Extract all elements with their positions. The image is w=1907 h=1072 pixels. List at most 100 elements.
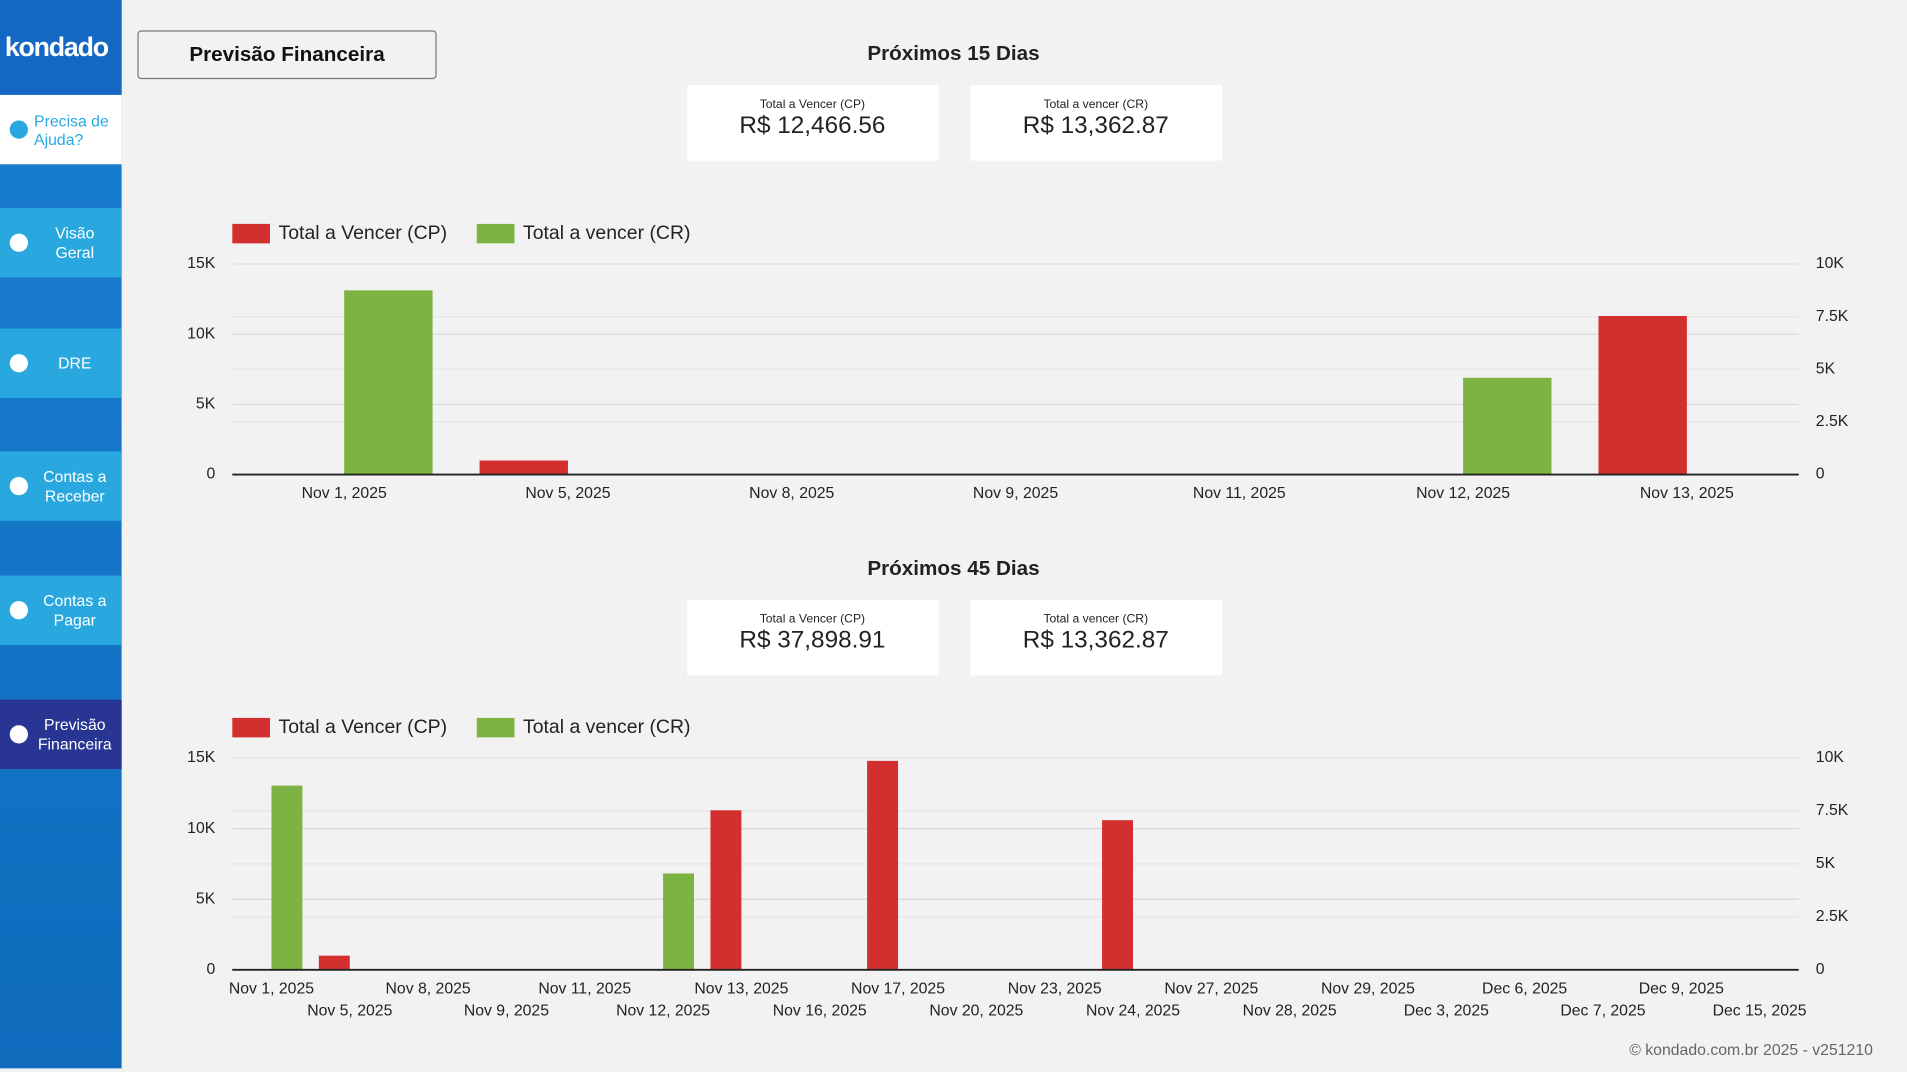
chart-title: Próximos 45 Dias	[867, 557, 1039, 580]
bar	[271, 785, 303, 970]
bar	[867, 760, 899, 970]
icon	[9, 725, 28, 744]
help-link[interactable]: Precisa de Ajuda?	[0, 94, 122, 165]
bar	[318, 955, 350, 970]
legend-swatch	[476, 717, 515, 738]
kpi-label: Total a Vencer (CP)	[760, 97, 865, 111]
x-tick-label: Nov 5, 2025	[525, 485, 610, 502]
icon	[9, 233, 28, 252]
kpi-label: Total a Vencer (CP)	[760, 612, 865, 626]
legend-swatch	[232, 717, 270, 738]
kpi-card	[687, 85, 939, 161]
menu-label[interactable]: Previsão Financeira	[37, 714, 112, 753]
legend-label: Total a vencer (CR)	[523, 222, 691, 244]
x-tick-label: Nov 1, 2025	[229, 980, 314, 997]
kpi-label: Total a vencer (CR)	[1043, 612, 1148, 626]
x-tick-label: Nov 8, 2025	[386, 980, 471, 997]
x-tick-label: Nov 8, 2025	[749, 485, 834, 502]
x-tick-label: Nov 13, 2025	[1640, 485, 1734, 502]
y-tick-label: 5K	[196, 890, 216, 907]
x-tick-label: Nov 5, 2025	[307, 1002, 392, 1019]
bar	[1102, 820, 1134, 970]
kpi-value: R$ 13,362.87	[1023, 112, 1169, 139]
legend-label: Total a vencer (CR)	[523, 716, 691, 738]
x-tick-label: Nov 24, 2025	[1086, 1002, 1180, 1019]
y2-tick-label: 10K	[1816, 255, 1845, 272]
y2-tick-label: 7.5K	[1816, 802, 1849, 819]
bar	[1463, 377, 1552, 475]
y-tick-label: 0	[206, 466, 215, 483]
x-tick-label: Nov 28, 2025	[1243, 1002, 1337, 1019]
x-tick-label: Dec 6, 2025	[1482, 980, 1567, 997]
y2-tick-label: 2.5K	[1816, 413, 1849, 430]
legend-label: Total a Vencer (CP)	[279, 716, 448, 738]
page-title[interactable]: Previsão Financeira	[137, 30, 437, 80]
menu-item[interactable]: Visão Geral	[0, 208, 122, 278]
menu-item[interactable]: Contas a Pagar	[0, 575, 122, 645]
x-tick-label: Nov 27, 2025	[1164, 980, 1258, 997]
x-tick-label: Nov 23, 2025	[1008, 980, 1102, 997]
y2-tick-label: 10K	[1816, 749, 1845, 766]
y2-tick-label: 5K	[1816, 360, 1836, 377]
x-tick-label: Nov 1, 2025	[302, 485, 387, 502]
kpi-value: R$ 12,466.56	[739, 112, 885, 139]
bar	[663, 873, 695, 970]
kpi-value: R$ 37,898.91	[739, 627, 885, 654]
x-tick-label: Dec 9, 2025	[1639, 980, 1724, 997]
x-tick-label: Nov 9, 2025	[464, 1002, 549, 1019]
x-tick-label: Nov 9, 2025	[973, 485, 1058, 502]
logo[interactable]: kondado	[0, 0, 122, 95]
x-tick-label: Nov 13, 2025	[694, 980, 788, 997]
bar	[710, 810, 742, 970]
x-tick-label: Nov 12, 2025	[1416, 485, 1510, 502]
menu-item[interactable]: Contas a Receber	[0, 451, 122, 521]
chart-title: Próximos 15 Dias	[867, 42, 1039, 65]
menu-item[interactable]: Previsão Financeira	[0, 699, 122, 770]
x-tick-label: Nov 16, 2025	[773, 1002, 867, 1019]
x-tick-label: Dec 15, 2025	[1713, 1002, 1807, 1019]
kpi-card	[970, 599, 1223, 676]
icon	[9, 354, 28, 373]
menu-label[interactable]: DRE	[58, 353, 92, 372]
bar	[479, 460, 568, 475]
x-tick-label: Nov 17, 2025	[851, 980, 945, 997]
y2-tick-label: 5K	[1816, 855, 1836, 872]
menu-label[interactable]: Contas a Receber	[43, 466, 107, 505]
y2-tick-label: 0	[1816, 466, 1825, 483]
kpi-card	[687, 599, 939, 676]
menu-label[interactable]: Contas a Pagar	[43, 590, 107, 629]
y2-tick-label: 0	[1816, 961, 1825, 978]
bar	[1598, 315, 1687, 475]
x-tick-label: Nov 11, 2025	[538, 980, 631, 997]
kpi-card	[970, 85, 1223, 161]
bar	[344, 290, 433, 475]
kpi-value: R$ 13,362.87	[1023, 627, 1169, 654]
y2-tick-label: 2.5K	[1816, 908, 1849, 925]
footer: © kondado.com.br 2025 - v251210	[1629, 1040, 1873, 1059]
x-tick-label: Dec 7, 2025	[1560, 1002, 1645, 1019]
menu-item[interactable]: DRE	[0, 328, 122, 398]
y-tick-label: 15K	[187, 749, 216, 766]
y-tick-label: 15K	[187, 255, 216, 272]
y-tick-label: 5K	[196, 396, 216, 413]
icon	[9, 476, 28, 496]
menu-label[interactable]: Visão Geral	[55, 223, 95, 262]
x-tick-label: Nov 11, 2025	[1193, 485, 1286, 502]
y-tick-label: 10K	[187, 820, 216, 837]
y2-tick-label: 7.5K	[1816, 308, 1849, 325]
x-tick-label: Nov 20, 2025	[929, 1002, 1023, 1019]
icon	[9, 601, 28, 620]
kpi-label: Total a vencer (CR)	[1043, 97, 1148, 111]
legend-swatch	[476, 223, 515, 244]
x-tick-label: Dec 3, 2025	[1404, 1002, 1489, 1019]
legend-swatch	[232, 223, 270, 244]
legend-label: Total a Vencer (CP)	[279, 222, 448, 244]
help-text[interactable]: Precisa de Ajuda?	[34, 111, 109, 148]
y-tick-label: 0	[206, 961, 215, 978]
x-tick-label: Nov 12, 2025	[616, 1002, 710, 1019]
y-tick-label: 10K	[187, 325, 216, 342]
sidebar: kondado Precisa de Ajuda? Visão Geral DR…	[0, 0, 122, 1069]
